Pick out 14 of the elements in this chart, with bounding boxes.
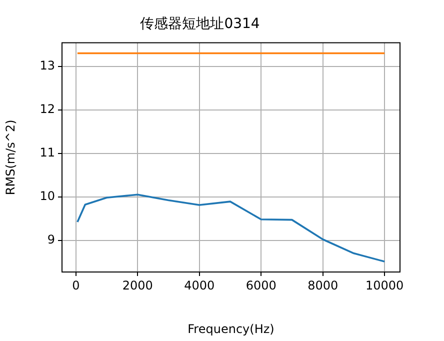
y-tick-label: 13 — [40, 58, 55, 72]
y-tick-label: 10 — [40, 188, 55, 203]
y-axis-title: RMS(m/s^2) — [3, 120, 18, 196]
x-tick-label: 6000 — [246, 278, 276, 292]
x-axis-title: Frequency(Hz) — [188, 322, 274, 336]
x-tick-label: 0 — [72, 278, 80, 292]
chart-title: 传感器短地址0314 — [140, 16, 260, 32]
x-tick-label: 10000 — [365, 278, 404, 292]
y-tick-label: 12 — [40, 102, 55, 116]
y-tick-label: 9 — [47, 232, 55, 246]
x-tick-label: 2000 — [122, 278, 153, 292]
y-tick-label: 11 — [40, 145, 55, 160]
x-tick-label: 8000 — [308, 278, 338, 292]
x-tick-label: 4000 — [184, 278, 215, 292]
